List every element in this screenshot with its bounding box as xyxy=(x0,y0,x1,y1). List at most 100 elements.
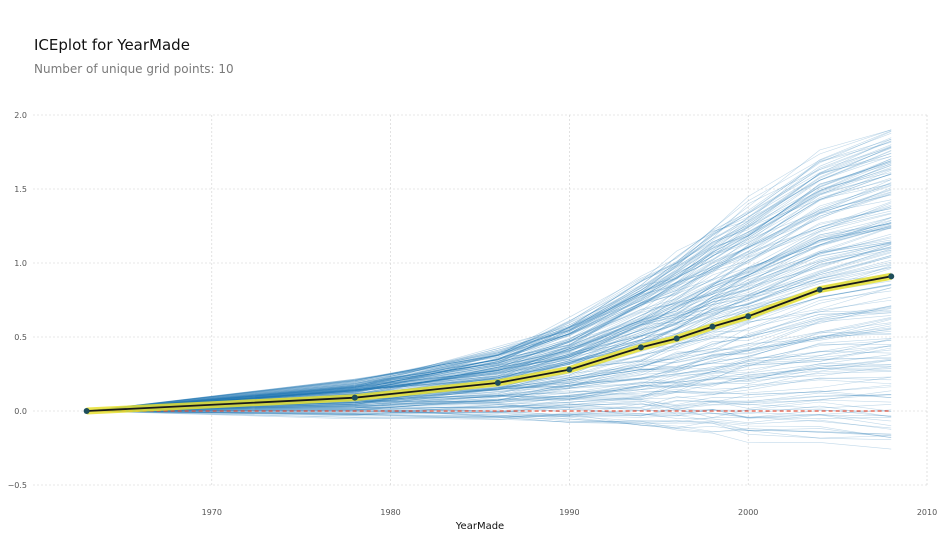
ice-line xyxy=(86,147,892,412)
ice-line xyxy=(86,345,892,412)
ice-line xyxy=(86,146,892,412)
ice-line xyxy=(86,137,892,412)
ice-line xyxy=(86,305,892,412)
ice-line xyxy=(86,376,892,412)
ice-line xyxy=(86,379,892,412)
ice-line xyxy=(86,217,892,412)
y-tick-label: 1.5 xyxy=(14,185,27,194)
ice-line xyxy=(86,410,892,435)
ice-line xyxy=(86,332,892,412)
ice-line xyxy=(86,256,892,412)
ice-line xyxy=(86,204,892,412)
ice-line xyxy=(86,243,892,412)
ice-line xyxy=(86,169,892,412)
ice-line xyxy=(86,392,892,412)
ice-line xyxy=(86,132,892,412)
average-point xyxy=(745,313,752,320)
ice-line xyxy=(86,349,892,412)
ice-line xyxy=(86,315,892,412)
ice-line xyxy=(86,325,892,412)
ice-line xyxy=(86,213,892,412)
ice-lines xyxy=(86,129,892,450)
average-point xyxy=(494,379,501,386)
ice-line xyxy=(86,284,892,412)
ice-line xyxy=(86,251,892,412)
ice-line xyxy=(86,223,892,412)
ice-line xyxy=(86,227,892,412)
ice-line xyxy=(86,158,892,412)
ice-line xyxy=(86,179,892,412)
ice-line xyxy=(86,227,892,412)
ice-line xyxy=(86,347,892,412)
ice-line xyxy=(86,158,892,412)
ice-line xyxy=(86,177,892,412)
ice-line xyxy=(86,150,892,412)
ice-line xyxy=(86,244,892,412)
ice-line xyxy=(86,150,892,412)
ice-line xyxy=(86,364,892,412)
ice-line xyxy=(86,201,892,412)
ice-line xyxy=(86,153,892,412)
ice-line xyxy=(86,287,892,412)
ice-line xyxy=(86,246,892,412)
y-tick-labels: 2.0 1.5 1.0 0.5 0.0 −0.5 xyxy=(8,111,27,490)
ice-line xyxy=(86,410,892,437)
ice-line xyxy=(86,376,892,412)
ice-line xyxy=(86,192,892,412)
ice-line xyxy=(86,241,892,412)
ice-line xyxy=(86,228,892,412)
ice-line xyxy=(86,131,892,412)
ice-line xyxy=(86,350,892,412)
ice-line xyxy=(86,173,892,412)
ice-line xyxy=(86,160,892,412)
ice-line xyxy=(86,187,892,412)
ice-line xyxy=(86,377,892,412)
ice-line xyxy=(86,244,892,412)
ice-line xyxy=(86,360,892,412)
ice-line xyxy=(86,344,892,412)
ice-line xyxy=(86,129,892,412)
ice-line xyxy=(86,248,892,412)
ice-line xyxy=(86,144,892,412)
ice-line xyxy=(86,173,892,412)
ice-line xyxy=(86,202,892,412)
x-tick-label: 1990 xyxy=(559,508,579,517)
ice-line xyxy=(86,323,892,412)
ice-line xyxy=(86,368,892,412)
average-line-path xyxy=(86,275,892,412)
ice-line xyxy=(86,152,892,412)
ice-line xyxy=(86,156,892,412)
ice-line xyxy=(86,223,892,412)
ice-line xyxy=(86,225,892,412)
ice-line xyxy=(86,371,892,412)
ice-line xyxy=(86,248,892,412)
ice-line xyxy=(86,219,892,412)
ice-line xyxy=(86,366,892,412)
ice-line xyxy=(86,410,892,427)
ice-line xyxy=(86,185,892,412)
ice-line xyxy=(86,410,892,439)
ice-line xyxy=(86,208,892,412)
ice-line xyxy=(86,206,892,412)
ice-line xyxy=(86,222,892,412)
ice-line xyxy=(86,409,892,430)
y-tick-label: 2.0 xyxy=(14,111,27,120)
ice-line xyxy=(86,220,892,412)
ice-line xyxy=(86,318,892,412)
ice-line xyxy=(86,368,892,412)
ice-line xyxy=(86,359,892,412)
ice-line xyxy=(86,358,892,412)
grid-lines xyxy=(33,114,928,486)
ice-line xyxy=(86,250,892,412)
ice-line xyxy=(86,183,892,412)
ice-line xyxy=(86,403,892,416)
x-axis-label: YearMade xyxy=(455,521,504,532)
ice-line xyxy=(86,408,892,418)
ice-line xyxy=(86,226,892,412)
ice-line xyxy=(86,139,892,412)
ice-line xyxy=(86,410,892,438)
ice-line xyxy=(86,405,892,417)
ice-line xyxy=(86,174,892,412)
ice-line xyxy=(86,408,892,438)
average-point xyxy=(637,344,644,351)
